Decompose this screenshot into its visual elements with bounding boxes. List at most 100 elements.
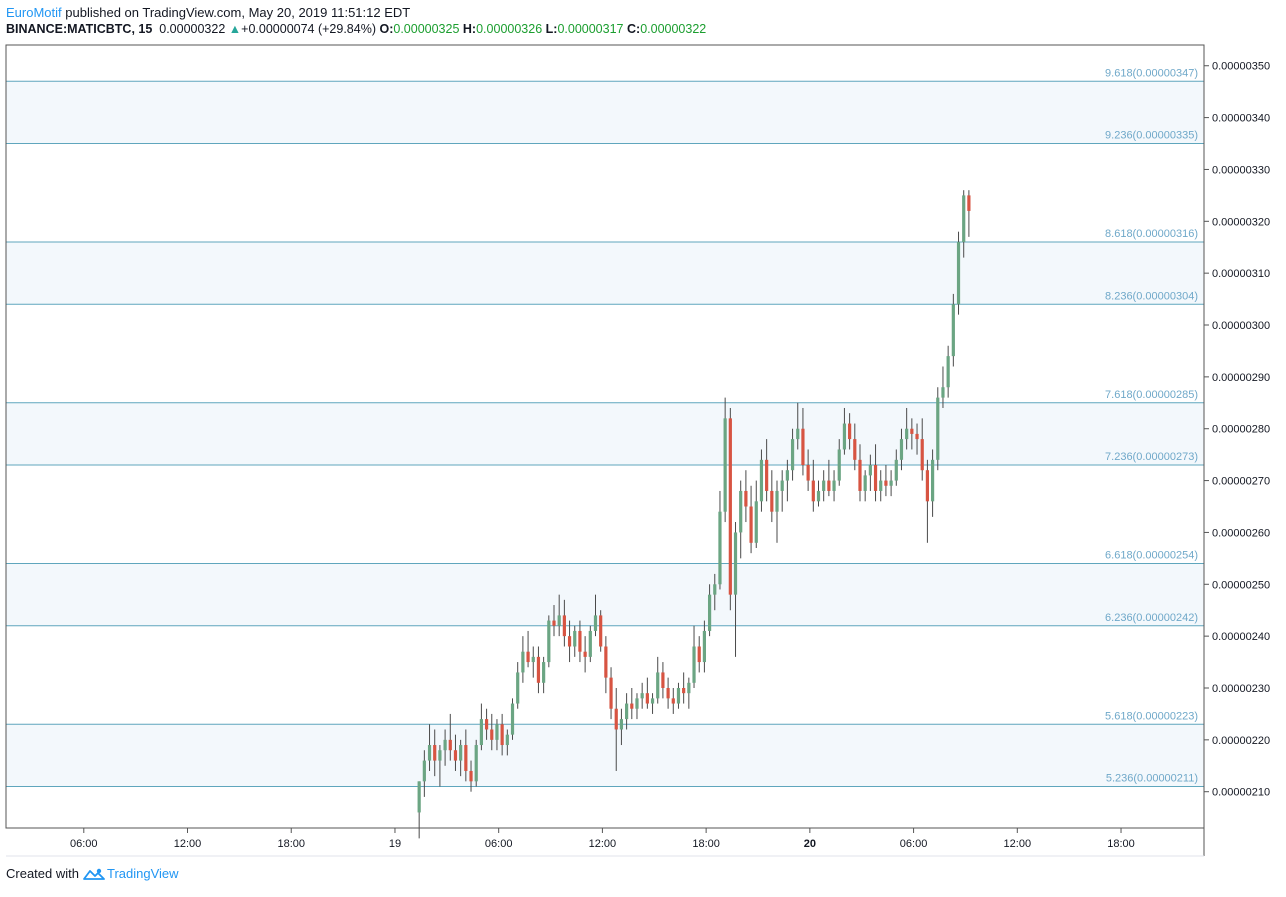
candle[interactable] — [889, 470, 893, 497]
candle[interactable] — [656, 656, 660, 704]
candle[interactable] — [899, 428, 904, 471]
candle[interactable] — [967, 190, 971, 237]
candle[interactable] — [650, 693, 655, 714]
candle[interactable] — [905, 407, 909, 450]
candle[interactable] — [687, 677, 691, 709]
candle[interactable] — [790, 428, 795, 481]
candle[interactable] — [479, 703, 483, 751]
candle[interactable] — [448, 713, 452, 761]
candle[interactable] — [666, 677, 670, 709]
candle[interactable] — [754, 480, 758, 548]
candle[interactable] — [697, 636, 701, 673]
candle[interactable] — [625, 693, 629, 730]
candle[interactable] — [884, 465, 888, 497]
candle[interactable] — [936, 387, 940, 471]
candle[interactable] — [661, 662, 665, 699]
candle[interactable] — [775, 480, 779, 543]
price-axis[interactable]: 0.00000210 0.00000220 0.00000230 0.00000240… — [1203, 45, 1270, 856]
candle[interactable] — [474, 739, 478, 787]
candle[interactable] — [547, 615, 551, 668]
tradingview-brand[interactable]: TradingView — [106, 866, 179, 881]
candle[interactable] — [495, 719, 499, 751]
candle[interactable] — [521, 636, 525, 683]
candle[interactable] — [459, 739, 463, 777]
candle[interactable] — [562, 599, 566, 647]
candle[interactable] — [702, 620, 707, 673]
candle[interactable] — [510, 698, 515, 740]
candle[interactable] — [842, 407, 847, 455]
candle[interactable] — [863, 470, 867, 502]
candle[interactable] — [676, 682, 681, 709]
candle[interactable] — [614, 687, 618, 771]
candle[interactable] — [739, 480, 743, 559]
author-link[interactable]: EuroMotif — [6, 5, 62, 20]
candle[interactable] — [723, 397, 727, 523]
candle[interactable] — [526, 630, 530, 668]
candle[interactable] — [417, 781, 421, 839]
candle[interactable] — [635, 693, 639, 720]
candle[interactable] — [578, 620, 582, 663]
candle[interactable] — [469, 760, 473, 792]
candle[interactable] — [941, 366, 945, 408]
candle[interactable] — [822, 470, 826, 502]
candle[interactable] — [770, 470, 774, 523]
candle[interactable] — [873, 444, 878, 502]
candle[interactable] — [946, 345, 950, 398]
candle[interactable] — [744, 470, 748, 523]
candle[interactable] — [733, 522, 738, 657]
candle[interactable] — [728, 407, 732, 611]
candle[interactable] — [609, 667, 613, 720]
candle[interactable] — [713, 573, 717, 611]
candle[interactable] — [588, 625, 592, 663]
candle[interactable] — [759, 449, 764, 512]
candle[interactable] — [484, 708, 489, 740]
candle[interactable] — [915, 423, 919, 455]
candle[interactable] — [557, 594, 561, 637]
candle[interactable] — [438, 745, 442, 787]
candle[interactable] — [671, 687, 675, 714]
candle[interactable] — [848, 413, 852, 450]
candle[interactable] — [604, 636, 608, 694]
candle[interactable] — [490, 713, 494, 751]
candle[interactable] — [542, 656, 546, 694]
candle[interactable] — [573, 625, 577, 657]
candle[interactable] — [837, 439, 841, 486]
candle[interactable] — [962, 190, 966, 258]
candle[interactable] — [536, 646, 541, 694]
candle[interactable] — [682, 672, 686, 704]
candle[interactable] — [879, 470, 883, 502]
candle[interactable] — [567, 620, 572, 663]
candle[interactable] — [692, 625, 696, 688]
candle[interactable] — [749, 485, 753, 554]
candle[interactable] — [910, 418, 914, 450]
candle[interactable] — [619, 708, 624, 746]
candle[interactable] — [930, 449, 935, 517]
candle[interactable] — [433, 729, 437, 777]
candle[interactable] — [593, 594, 598, 637]
candle[interactable] — [422, 750, 426, 797]
candle[interactable] — [505, 729, 509, 756]
candle[interactable] — [500, 713, 504, 756]
candle[interactable] — [785, 459, 789, 502]
candle[interactable] — [443, 729, 447, 766]
candle[interactable] — [453, 734, 458, 771]
candle[interactable] — [868, 454, 872, 491]
candle[interactable] — [801, 407, 805, 476]
candle[interactable] — [464, 729, 468, 782]
candle[interactable] — [707, 584, 712, 637]
candle[interactable] — [796, 402, 800, 450]
candle[interactable] — [956, 231, 961, 315]
candle[interactable] — [780, 470, 784, 512]
candle[interactable] — [816, 480, 821, 507]
candle[interactable] — [516, 662, 520, 709]
candle[interactable] — [925, 459, 930, 543]
candle[interactable] — [853, 423, 857, 471]
candle[interactable] — [920, 418, 924, 481]
candle[interactable] — [827, 459, 831, 497]
candle[interactable] — [552, 605, 556, 637]
time-axis[interactable]: 06:00 12:00 18:00 19 06:00 12:00 18:00 20 06:00 1… — [6, 828, 1204, 857]
candle[interactable] — [765, 439, 769, 502]
candle[interactable] — [630, 687, 634, 720]
